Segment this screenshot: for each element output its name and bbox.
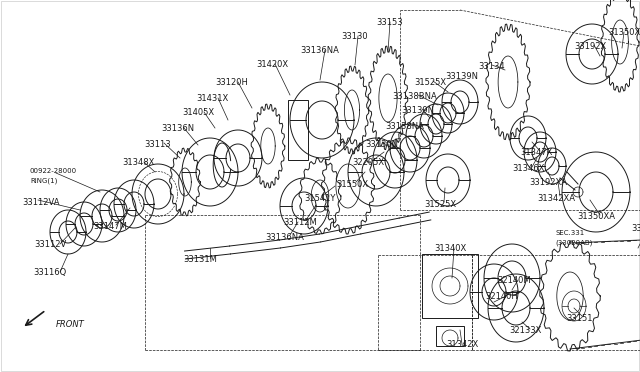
Text: FRONT: FRONT bbox=[56, 320, 84, 329]
Text: 31350X: 31350X bbox=[608, 28, 640, 37]
Text: 31420X: 31420X bbox=[256, 60, 288, 69]
Text: 31405X: 31405X bbox=[182, 108, 214, 117]
Text: 31541Y: 31541Y bbox=[304, 194, 336, 203]
Text: 31431X: 31431X bbox=[196, 94, 228, 103]
Text: 33112V: 33112V bbox=[34, 240, 66, 249]
Text: 31525X: 31525X bbox=[414, 78, 446, 87]
Text: 33112VA: 33112VA bbox=[22, 198, 60, 207]
Text: 33131M: 33131M bbox=[183, 255, 217, 264]
Text: 33112M: 33112M bbox=[283, 218, 317, 227]
Text: 31525X: 31525X bbox=[424, 200, 456, 209]
Text: 32140H: 32140H bbox=[486, 292, 518, 301]
Text: 33136N: 33136N bbox=[161, 124, 195, 133]
Text: 33138NA: 33138NA bbox=[385, 122, 424, 131]
Text: 31347X: 31347X bbox=[520, 148, 552, 157]
Text: 33116Q: 33116Q bbox=[33, 268, 67, 277]
Text: 33134: 33134 bbox=[479, 62, 506, 71]
Text: 31350XA: 31350XA bbox=[577, 212, 615, 221]
Text: 32133X: 32133X bbox=[509, 326, 541, 335]
Text: 33139N: 33139N bbox=[401, 106, 435, 115]
Text: (33020AB): (33020AB) bbox=[555, 240, 593, 247]
Text: 33130N: 33130N bbox=[365, 140, 399, 149]
Text: 33151: 33151 bbox=[567, 314, 593, 323]
Text: 33151H: 33151H bbox=[632, 224, 640, 233]
Text: 33120H: 33120H bbox=[216, 78, 248, 87]
Text: 33192XA: 33192XA bbox=[529, 178, 567, 187]
Text: 33192X: 33192X bbox=[574, 42, 606, 51]
Text: 31346X: 31346X bbox=[512, 164, 544, 173]
Text: SEC.331: SEC.331 bbox=[555, 230, 584, 236]
Text: RING(1): RING(1) bbox=[30, 178, 58, 185]
Text: 33147M: 33147M bbox=[93, 222, 127, 231]
Text: 31550X: 31550X bbox=[336, 180, 368, 189]
Text: 33136NA: 33136NA bbox=[301, 46, 339, 55]
Bar bbox=[422, 254, 478, 318]
Text: 31340X: 31340X bbox=[434, 244, 466, 253]
Text: 33139N: 33139N bbox=[445, 72, 479, 81]
Text: 33130: 33130 bbox=[342, 32, 368, 41]
Text: 33138BNA: 33138BNA bbox=[392, 92, 437, 101]
Text: 31342XA: 31342XA bbox=[537, 194, 575, 203]
Text: 00922-28000: 00922-28000 bbox=[30, 168, 77, 174]
Text: 32205X: 32205X bbox=[352, 158, 384, 167]
Bar bbox=[436, 326, 464, 346]
Text: 32140M: 32140M bbox=[497, 276, 531, 285]
Bar bbox=[288, 100, 308, 160]
Text: 31348X: 31348X bbox=[122, 158, 154, 167]
Text: 33136NA: 33136NA bbox=[266, 233, 305, 242]
Text: 33153: 33153 bbox=[377, 18, 403, 27]
Text: 31342X: 31342X bbox=[446, 340, 478, 349]
Text: 33113: 33113 bbox=[145, 140, 172, 149]
